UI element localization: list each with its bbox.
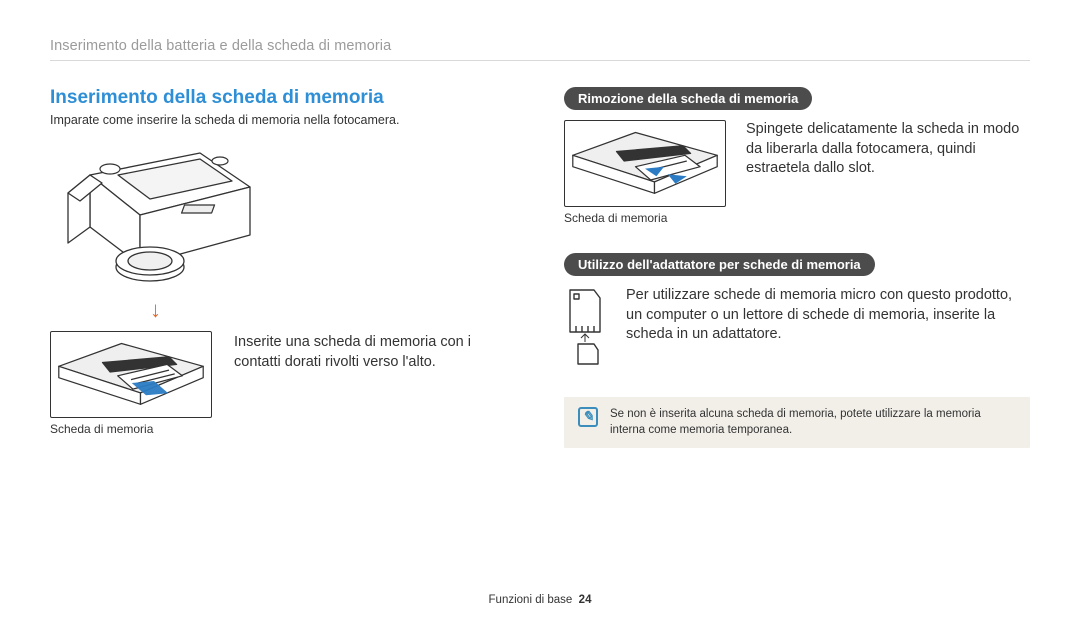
left-column: Inserimento della scheda di memoria Impa… [50, 87, 516, 448]
page-footer: Funzioni di base 24 [0, 594, 1080, 606]
slot-description-insert: Inserite una scheda di memoria con i con… [234, 333, 516, 372]
footer-label: Funzioni di base [489, 594, 573, 606]
adapter-description: Per utilizzare schede di memoria micro c… [626, 286, 1030, 345]
sd-adapter-illustration [564, 286, 606, 366]
adapter-figure [564, 286, 606, 371]
note-text: Se non è inserita alcuna scheda di memor… [610, 407, 1016, 438]
memory-slot-figure-insert [50, 331, 212, 418]
memory-slot-illustration-insert [55, 336, 207, 408]
memory-slot-illustration-remove [569, 125, 721, 197]
note-box: ✎ Se non è inserita alcuna scheda di mem… [564, 397, 1030, 448]
section-title: Inserimento della scheda di memoria [50, 87, 516, 109]
right-column: Rimozione della scheda di memoria [564, 87, 1030, 448]
note-icon: ✎ [578, 407, 598, 427]
memory-slot-figure-remove [564, 120, 726, 207]
pill-header-remove: Rimozione della scheda di memoria [564, 87, 812, 110]
camera-illustration [50, 135, 270, 305]
page-header: Inserimento della batteria e della sched… [50, 38, 1030, 54]
slot-caption-remove: Scheda di memoria [564, 211, 726, 225]
pill-header-adapter: Utilizzo dell'adattatore per schede di m… [564, 253, 875, 276]
remove-description: Spingete delicatamente la scheda in modo… [746, 120, 1030, 179]
header-rule [50, 60, 1030, 61]
footer-page-number: 24 [579, 594, 592, 606]
intro-text: Imparate come inserire la scheda di memo… [50, 113, 516, 127]
slot-caption-insert: Scheda di memoria [50, 422, 212, 436]
camera-figure [50, 135, 270, 305]
